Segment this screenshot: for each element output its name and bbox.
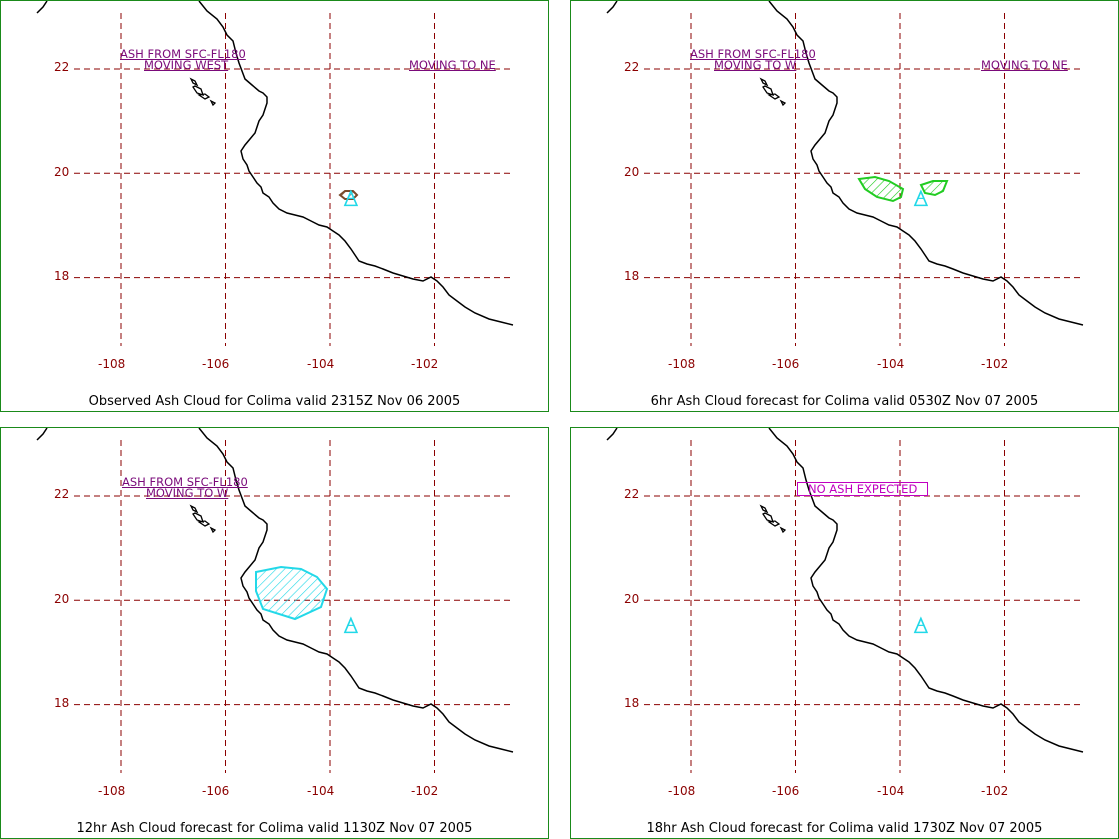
lat-tick-18: 18 bbox=[54, 269, 70, 283]
islas-marias bbox=[759, 504, 787, 534]
lat-tick-20: 20 bbox=[54, 165, 70, 179]
lon-tick-104: -104 bbox=[307, 784, 335, 798]
islas-marias bbox=[189, 77, 217, 107]
coastline-corner bbox=[36, 428, 48, 441]
motion-label-ne: MOVING TO NE bbox=[981, 58, 1068, 72]
lat-tick-20: 20 bbox=[54, 592, 70, 606]
ash-polygon bbox=[919, 180, 949, 197]
lon-tick-102: -102 bbox=[411, 784, 439, 798]
map-svg bbox=[606, 1, 1084, 346]
lon-tick-106: -106 bbox=[772, 357, 800, 371]
lon-tick-108: -108 bbox=[98, 784, 126, 798]
ash-level-label: ASH FROM SFC-FL180 bbox=[690, 47, 816, 61]
coastline-corner bbox=[606, 1, 618, 14]
coastline-path bbox=[768, 1, 1084, 326]
coastline-corner bbox=[606, 428, 618, 441]
island-outline bbox=[762, 512, 775, 524]
island-outline bbox=[197, 93, 211, 100]
lon-tick-106: -106 bbox=[202, 357, 230, 371]
graticule bbox=[644, 13, 1081, 346]
lon-tick-106: -106 bbox=[772, 784, 800, 798]
islas-marias bbox=[759, 77, 787, 107]
volcano-triangle-icon bbox=[913, 616, 929, 634]
coastline-path bbox=[198, 428, 514, 753]
panel-caption: 12hr Ash Cloud forecast for Colima valid… bbox=[76, 821, 473, 836]
ash-cloud-forecast-12hr bbox=[255, 565, 329, 621]
panel-caption: 18hr Ash Cloud forecast for Colima valid… bbox=[646, 821, 1043, 836]
lat-tick-18: 18 bbox=[624, 269, 640, 283]
lon-tick-104: -104 bbox=[877, 784, 905, 798]
motion-label-west: MOVING TO W bbox=[714, 58, 797, 72]
island-outline bbox=[209, 99, 217, 107]
island-outline bbox=[779, 99, 787, 107]
lon-tick-108: -108 bbox=[98, 357, 126, 371]
lat-tick-20: 20 bbox=[624, 592, 640, 606]
lon-tick-106: -106 bbox=[202, 784, 230, 798]
coastline bbox=[36, 428, 514, 753]
no-ash-expected-box: NO ASH EXPECTED bbox=[797, 482, 929, 496]
volcano-triangle-icon bbox=[913, 189, 929, 207]
island-outline bbox=[767, 520, 781, 527]
island-outline bbox=[779, 526, 787, 534]
lon-tick-102: -102 bbox=[981, 357, 1009, 371]
lat-tick-22: 22 bbox=[54, 60, 70, 74]
ash-level-label: ASH FROM SFC-FL180 bbox=[120, 47, 246, 61]
lat-tick-20: 20 bbox=[624, 165, 640, 179]
lat-tick-18: 18 bbox=[54, 696, 70, 710]
lat-tick-22: 22 bbox=[624, 60, 640, 74]
forecast-18hr-panel: 22 20 18 -108 -106 -104 -102 NO ASH EXPE… bbox=[570, 427, 1119, 839]
panel-caption: 6hr Ash Cloud forecast for Colima valid … bbox=[650, 394, 1039, 409]
ash-cloud-forecast-6hr bbox=[857, 175, 949, 203]
graticule bbox=[74, 440, 511, 773]
lon-tick-104: -104 bbox=[877, 357, 905, 371]
coastline bbox=[606, 428, 1084, 753]
lon-tick-108: -108 bbox=[668, 784, 696, 798]
graticule bbox=[74, 13, 511, 346]
island-outline bbox=[197, 520, 211, 527]
coastline bbox=[36, 1, 514, 326]
motion-label-ne: MOVING TO NE bbox=[409, 58, 496, 72]
island-outline bbox=[759, 77, 769, 87]
islas-marias bbox=[189, 504, 217, 534]
coastline-path bbox=[768, 428, 1084, 753]
lat-tick-22: 22 bbox=[54, 487, 70, 501]
panel-caption: Observed Ash Cloud for Colima valid 2315… bbox=[88, 394, 461, 409]
island-outline bbox=[189, 77, 199, 87]
island-outline bbox=[189, 504, 199, 514]
coastline-path bbox=[198, 1, 514, 326]
island-outline bbox=[192, 85, 205, 97]
forecast-6hr-panel: 22 20 18 -108 -106 -104 -102 ASH FROM SF… bbox=[570, 0, 1119, 412]
island-outline bbox=[759, 504, 769, 514]
lon-tick-102: -102 bbox=[411, 357, 439, 371]
lon-tick-102: -102 bbox=[981, 784, 1009, 798]
island-outline bbox=[209, 526, 217, 534]
lat-tick-18: 18 bbox=[624, 696, 640, 710]
ash-level-label: ASH FROM SFC-FL180 bbox=[122, 475, 248, 489]
coastline-corner bbox=[36, 1, 48, 14]
lat-tick-22: 22 bbox=[624, 487, 640, 501]
motion-label-west: MOVING WEST bbox=[144, 58, 229, 72]
forecast-12hr-panel: 22 20 18 -108 -106 -104 -102 ASH FROM SF… bbox=[0, 427, 549, 839]
volcano-triangle-icon bbox=[343, 616, 359, 634]
lon-tick-108: -108 bbox=[668, 357, 696, 371]
volcano-triangle-icon bbox=[343, 189, 359, 207]
motion-label-west: MOVING TO W bbox=[146, 486, 229, 500]
island-outline bbox=[767, 93, 781, 100]
coastline bbox=[606, 1, 1084, 326]
ash-polygon bbox=[857, 175, 905, 203]
observed-ash-panel: 22 20 18 -108 -106 -104 -102 ASH FROM SF… bbox=[0, 0, 549, 412]
map-svg bbox=[36, 1, 514, 346]
lon-tick-104: -104 bbox=[307, 357, 335, 371]
ash-polygon bbox=[255, 565, 329, 621]
island-outline bbox=[192, 512, 205, 524]
island-outline bbox=[762, 85, 775, 97]
map-svg bbox=[36, 428, 514, 773]
